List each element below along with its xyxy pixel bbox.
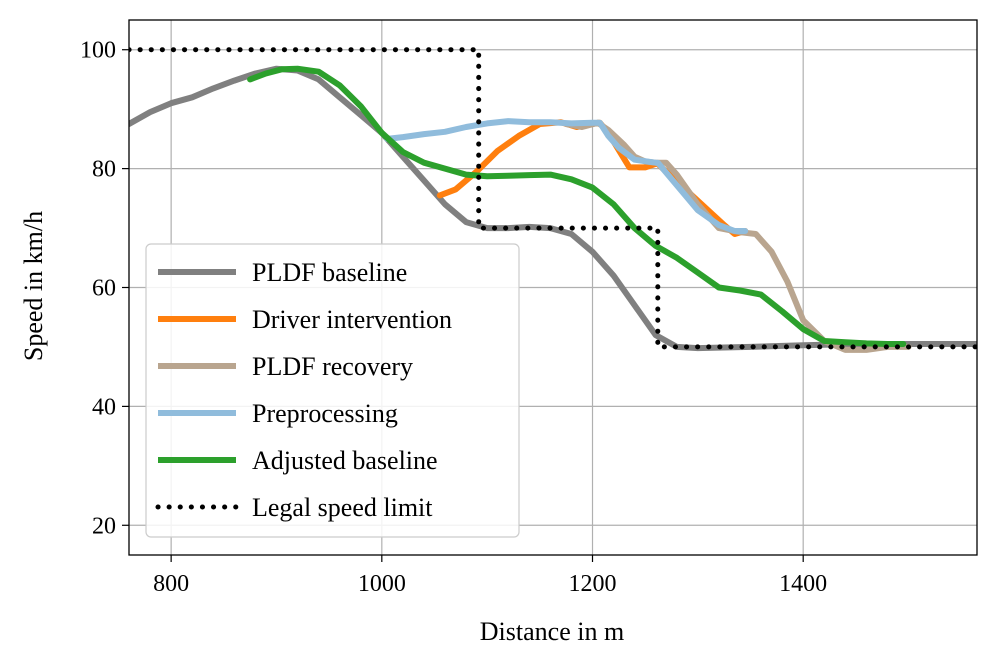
y-tick-label-40: 40: [92, 394, 116, 420]
x-tick-label-1000: 1000: [358, 571, 406, 597]
legend-label-preprocessing: Preprocessing: [252, 399, 398, 428]
legend-label-adjusted-baseline: Adjusted baseline: [252, 446, 438, 475]
series-line-preprocessing: [384, 118, 749, 234]
series-line-adjusted-baseline: [247, 65, 907, 347]
x-tick-label-1200: 1200: [569, 571, 617, 597]
legend-label-legal-speed-limit: Legal speed limit: [252, 493, 433, 522]
legend-items: PLDF baseline Driver intervention PLDF rec…: [155, 258, 452, 522]
x-tick-label-800: 800: [153, 571, 189, 597]
legend-label-pldf-baseline: PLDF baseline: [252, 258, 407, 287]
y-tick-label-80: 80: [92, 157, 116, 183]
y-tick-label-60: 60: [92, 276, 116, 302]
y-axis-ticks: 20 40 60 80 100: [80, 38, 129, 539]
y-axis-label: Speed in km/h: [19, 211, 48, 361]
legend-box: [145, 243, 520, 538]
y-tick-label-100: 100: [80, 38, 116, 64]
series-line-pldf-baseline: [129, 65, 977, 352]
series-line-legal-speed-limit: [129, 47, 977, 350]
x-axis-ticks: 800 1000 1200 1400: [153, 555, 827, 597]
y-tick-label-20: 20: [92, 513, 116, 539]
plot-series: [129, 47, 977, 353]
legend-label-driver-intervention: Driver intervention: [252, 305, 452, 334]
legend-label-pldf-recovery: PLDF recovery: [252, 352, 413, 381]
legend: PLDF baseline Driver intervention PLDF rec…: [145, 243, 520, 538]
x-axis-label: Distance in m: [480, 617, 624, 646]
x-tick-label-1400: 1400: [779, 571, 827, 597]
